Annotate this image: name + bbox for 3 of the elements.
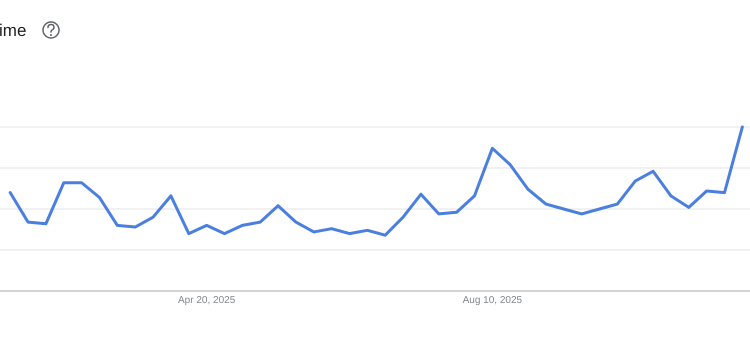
x-tick-label: Aug 10, 2025: [462, 295, 523, 306]
x-tick-label: Apr 20, 2025: [178, 295, 236, 306]
chart-title: ime: [0, 21, 26, 40]
